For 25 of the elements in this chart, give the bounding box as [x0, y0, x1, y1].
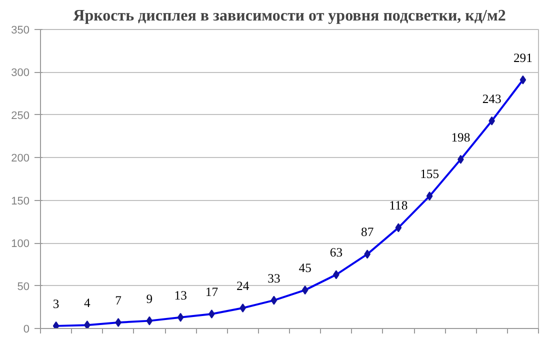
data-label: 4: [84, 296, 92, 310]
data-label: 17: [205, 284, 218, 299]
data-label: 7: [115, 294, 122, 308]
data-label: 198: [451, 130, 470, 144]
data-label: 63: [330, 246, 343, 260]
y-tick-label: 100: [11, 238, 30, 250]
y-tick-label: 250: [11, 110, 30, 122]
data-label: 13: [174, 288, 187, 302]
data-label: 24: [236, 278, 250, 293]
y-tick-label: 350: [11, 24, 30, 36]
y-tick-label: 300: [11, 67, 30, 80]
y-tick-label: 0: [23, 324, 30, 336]
data-label: 3: [52, 296, 60, 311]
y-tick-label: 200: [11, 152, 30, 165]
data-label: 9: [146, 292, 153, 306]
data-label: 118: [389, 198, 408, 213]
y-tick-label: 150: [11, 195, 30, 208]
data-label: 87: [360, 225, 374, 240]
data-label: 291: [513, 50, 532, 65]
chart-title: Яркость дисплея в зависимости от уровня подсветки, кд/м2: [73, 8, 506, 24]
data-label: 45: [298, 261, 312, 276]
data-label: 243: [482, 92, 502, 106]
data-label: 33: [268, 271, 280, 286]
y-tick-label: 50: [17, 280, 30, 293]
data-label: 155: [420, 167, 440, 182]
